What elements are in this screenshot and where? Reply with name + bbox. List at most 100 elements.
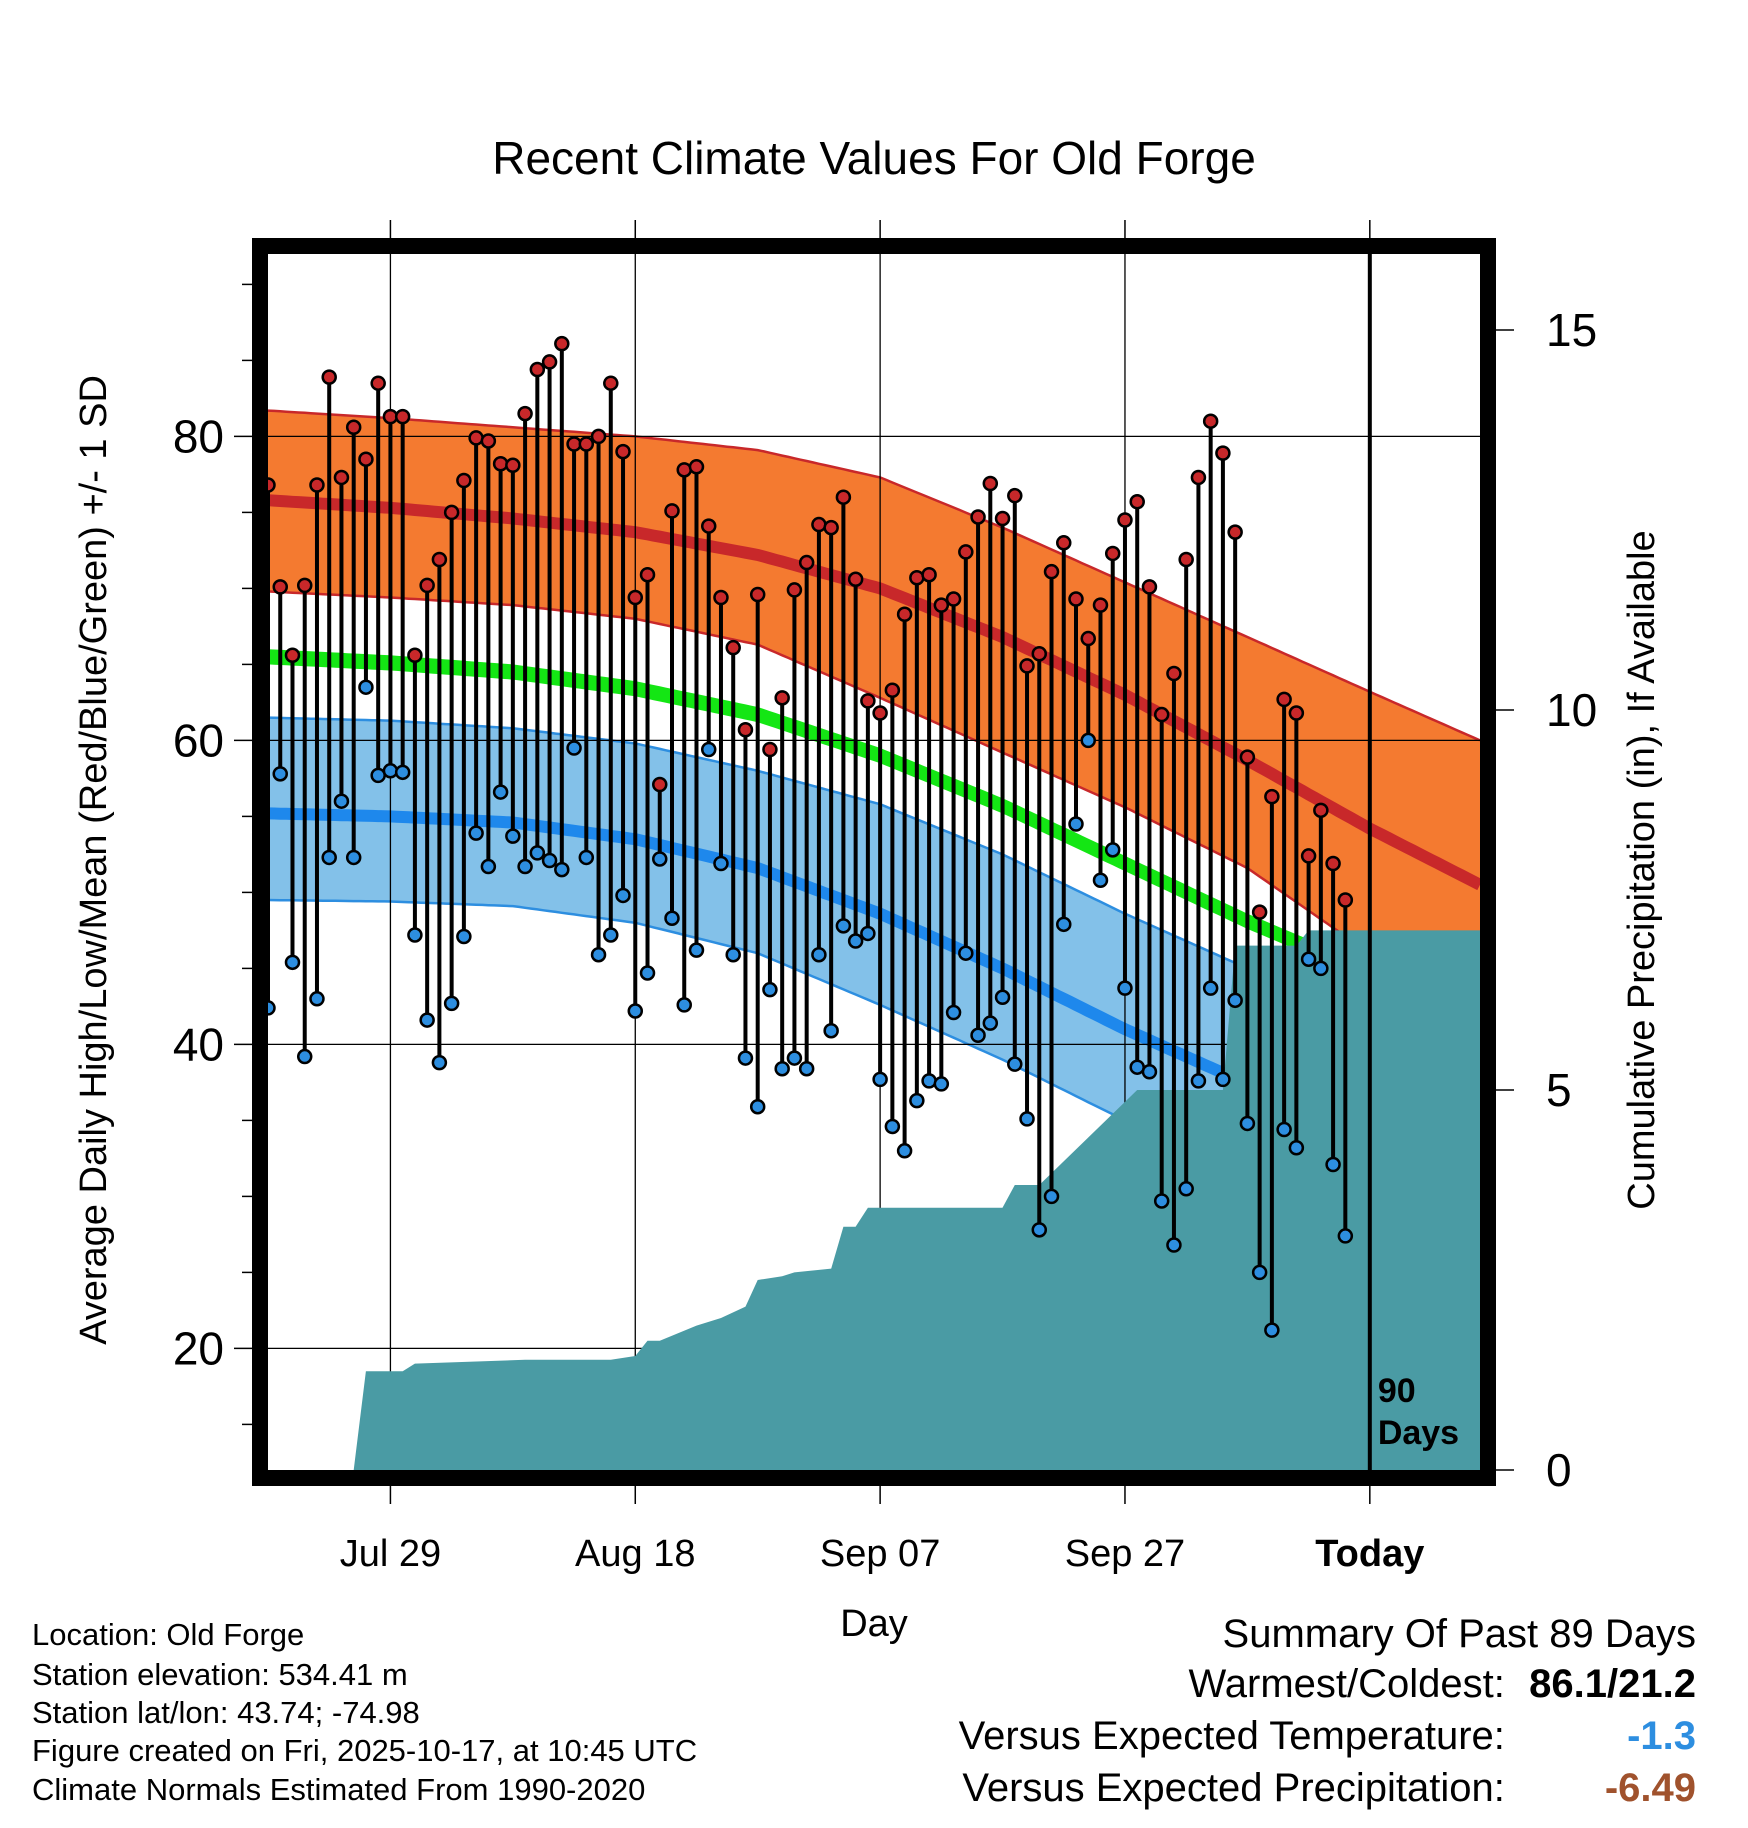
high-point <box>835 489 852 505</box>
summary-temp-row: Versus Expected Temperature: -1.3 <box>959 1714 1696 1759</box>
low-point <box>578 849 595 866</box>
high-point <box>676 462 692 478</box>
high-point <box>1215 445 1231 461</box>
low-point <box>1190 1073 1207 1089</box>
high-point <box>468 430 484 446</box>
low-point <box>700 741 717 758</box>
high-point <box>284 647 301 664</box>
low-point <box>639 965 656 981</box>
low-point <box>1166 1237 1182 1253</box>
low-point <box>811 946 827 963</box>
high-point <box>309 477 325 493</box>
low-point <box>725 946 741 963</box>
high-point <box>419 577 435 594</box>
low-point <box>1276 1121 1292 1138</box>
high-point <box>1080 630 1096 647</box>
high-point <box>272 579 288 595</box>
low-point <box>1178 1181 1194 1197</box>
high-point <box>664 503 680 519</box>
normal-high-band-lower-edge <box>267 590 1481 1028</box>
high-point <box>541 354 558 370</box>
high-point <box>321 369 337 385</box>
high-point <box>627 589 644 606</box>
high-point <box>1129 494 1145 510</box>
high-point <box>554 335 570 352</box>
high-point <box>578 436 595 452</box>
high-point <box>1068 591 1084 607</box>
low-point <box>1202 980 1219 996</box>
low-point <box>762 981 778 998</box>
low-point <box>603 927 619 943</box>
high-point <box>896 606 913 622</box>
y-tick-label-80: 80 <box>173 410 224 462</box>
low-point <box>529 845 546 861</box>
low-point <box>492 784 509 800</box>
high-point <box>1043 563 1060 580</box>
low-point <box>774 1060 790 1077</box>
low-point <box>1264 1322 1280 1338</box>
low-point <box>1007 1056 1023 1072</box>
high-point <box>1178 551 1194 568</box>
low-point <box>615 887 631 904</box>
low-point <box>566 740 582 756</box>
high-point <box>603 375 619 391</box>
low-point <box>1337 1228 1354 1244</box>
high-point <box>1007 487 1023 504</box>
high-point <box>945 591 962 607</box>
low-point <box>1068 816 1084 832</box>
high-point <box>884 682 901 698</box>
high-point <box>1300 848 1317 864</box>
y-axis-label: Average Daily High/Low/Mean (Red/Blue/Gr… <box>73 375 115 1345</box>
precip-area <box>268 930 1480 1470</box>
y-tick-label-40: 40 <box>173 1018 224 1070</box>
low-point <box>823 1022 839 1039</box>
high-point <box>1276 691 1292 708</box>
low-point <box>713 855 729 872</box>
high-point <box>1166 665 1182 682</box>
y2-tick-label-0: 0 <box>1546 1444 1572 1496</box>
low-point <box>1092 872 1109 888</box>
high-point <box>333 469 350 486</box>
low-point <box>860 925 876 942</box>
high-point <box>811 516 827 533</box>
high-point <box>786 582 803 598</box>
low-point <box>627 1003 644 1019</box>
latlon-text: Station lat/lon: 43.74; -74.98 <box>32 1695 420 1730</box>
high-point <box>394 408 411 425</box>
high-point <box>700 518 717 534</box>
high-point <box>762 741 778 758</box>
low-point <box>1153 1193 1170 1209</box>
low-point <box>541 852 558 869</box>
low-point <box>1313 960 1329 977</box>
high-point <box>505 457 521 474</box>
high-point <box>517 405 533 422</box>
plot-frame <box>252 238 1496 1486</box>
low-point <box>1117 980 1133 996</box>
low-point <box>505 828 521 844</box>
high-point <box>725 639 741 656</box>
high-point <box>737 722 754 738</box>
low-point <box>382 763 399 779</box>
low-point <box>945 1004 962 1021</box>
low-point <box>786 1050 803 1066</box>
low-point <box>749 1098 766 1115</box>
high-point <box>860 693 876 709</box>
precip-value: -6.49 <box>1604 1766 1696 1810</box>
y-tick-label-60: 60 <box>173 714 224 766</box>
high-point <box>1337 892 1354 908</box>
normal-high-line <box>267 494 1483 891</box>
low-point <box>480 858 497 875</box>
low-point <box>664 910 680 926</box>
low-point <box>652 851 668 867</box>
high-point <box>823 519 839 536</box>
low-point <box>554 861 570 878</box>
x-axis-label: Day <box>840 1603 908 1645</box>
low-point <box>1251 1264 1268 1281</box>
high-point <box>1190 469 1207 486</box>
high-point <box>1239 749 1256 765</box>
summary-heading: Summary Of Past 89 Days <box>1222 1612 1696 1656</box>
high-point <box>1019 658 1035 674</box>
x-tick-label: Jul 29 <box>340 1533 441 1575</box>
high-point <box>1251 904 1268 920</box>
